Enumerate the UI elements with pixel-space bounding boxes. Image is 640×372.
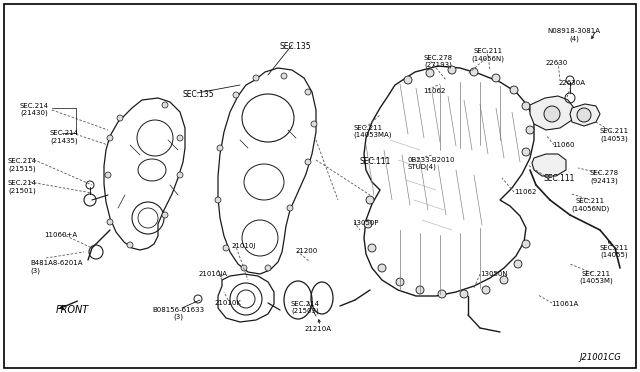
Text: N08918-3081A
(4): N08918-3081A (4) xyxy=(547,28,600,42)
Text: 21200: 21200 xyxy=(296,248,318,254)
Circle shape xyxy=(215,197,221,203)
Circle shape xyxy=(162,102,168,108)
Polygon shape xyxy=(530,96,574,130)
Text: 13050P: 13050P xyxy=(352,220,378,226)
Circle shape xyxy=(105,172,111,178)
Circle shape xyxy=(577,108,591,122)
Text: SEC.214
(21435): SEC.214 (21435) xyxy=(49,130,79,144)
Circle shape xyxy=(364,220,372,228)
Circle shape xyxy=(223,245,229,251)
Text: SEC.211
(14056N): SEC.211 (14056N) xyxy=(472,48,504,61)
Text: SEC.214
(21501): SEC.214 (21501) xyxy=(8,180,36,193)
Text: SEC.278
(27193): SEC.278 (27193) xyxy=(424,55,452,68)
Circle shape xyxy=(438,290,446,298)
Text: SEC.211
(14056ND): SEC.211 (14056ND) xyxy=(571,198,609,212)
Text: 11060+A: 11060+A xyxy=(44,232,77,238)
Circle shape xyxy=(107,135,113,141)
Text: 22630: 22630 xyxy=(546,60,568,66)
Circle shape xyxy=(311,121,317,127)
Circle shape xyxy=(217,145,223,151)
Text: J21001CG: J21001CG xyxy=(579,353,621,362)
Text: B08156-61633
(3): B08156-61633 (3) xyxy=(152,307,204,321)
Text: SEC.214
(21515): SEC.214 (21515) xyxy=(8,158,36,171)
Text: 21210A: 21210A xyxy=(305,326,332,332)
Circle shape xyxy=(510,86,518,94)
Circle shape xyxy=(416,286,424,294)
Text: FRONT: FRONT xyxy=(56,305,88,315)
Text: SEC.214
(21430): SEC.214 (21430) xyxy=(19,103,49,116)
Circle shape xyxy=(162,212,168,218)
Text: SEC.211
(14053M): SEC.211 (14053M) xyxy=(579,271,613,285)
Circle shape xyxy=(287,205,293,211)
Circle shape xyxy=(305,159,311,165)
Text: 21010JA: 21010JA xyxy=(198,271,227,277)
Text: SEC.111: SEC.111 xyxy=(543,174,574,183)
Polygon shape xyxy=(532,154,566,176)
Text: SEC.278
(92413): SEC.278 (92413) xyxy=(589,170,619,183)
Text: 11060: 11060 xyxy=(552,142,575,148)
Circle shape xyxy=(378,264,386,272)
Circle shape xyxy=(127,242,133,248)
Text: SEC.211
(14055): SEC.211 (14055) xyxy=(600,245,628,259)
Text: 0B233-B2010
STUD(4): 0B233-B2010 STUD(4) xyxy=(408,157,456,170)
Text: 11062: 11062 xyxy=(423,88,445,94)
Circle shape xyxy=(526,126,534,134)
Text: 13050N: 13050N xyxy=(480,271,508,277)
Text: SEC.211
(14053MA): SEC.211 (14053MA) xyxy=(353,125,392,138)
Circle shape xyxy=(194,295,202,303)
Circle shape xyxy=(241,265,247,271)
Circle shape xyxy=(281,73,287,79)
Text: 21010K: 21010K xyxy=(214,300,241,306)
Circle shape xyxy=(177,135,183,141)
Circle shape xyxy=(470,68,478,76)
Circle shape xyxy=(368,244,376,252)
Circle shape xyxy=(265,265,271,271)
Polygon shape xyxy=(570,104,600,126)
Circle shape xyxy=(448,66,456,74)
Circle shape xyxy=(482,286,490,294)
Text: 11061A: 11061A xyxy=(551,301,579,307)
Text: SEC.111: SEC.111 xyxy=(360,157,392,166)
Circle shape xyxy=(366,196,374,204)
Circle shape xyxy=(396,278,404,286)
Circle shape xyxy=(305,89,311,95)
Text: SEC.135: SEC.135 xyxy=(182,90,214,99)
Circle shape xyxy=(522,240,530,248)
Text: 11062: 11062 xyxy=(514,189,536,195)
Text: SEC.135: SEC.135 xyxy=(279,42,311,51)
Circle shape xyxy=(253,75,259,81)
Circle shape xyxy=(404,76,412,84)
Text: 22630A: 22630A xyxy=(559,80,586,86)
Text: SEC.214
(21503): SEC.214 (21503) xyxy=(291,301,319,314)
Circle shape xyxy=(522,102,530,110)
Circle shape xyxy=(522,148,530,156)
Circle shape xyxy=(492,74,500,82)
Circle shape xyxy=(460,290,468,298)
Text: 21010J: 21010J xyxy=(232,243,257,249)
Circle shape xyxy=(177,172,183,178)
Circle shape xyxy=(117,115,123,121)
Text: B481A8-6201A
(3): B481A8-6201A (3) xyxy=(30,260,83,273)
Circle shape xyxy=(514,260,522,268)
Circle shape xyxy=(233,92,239,98)
Circle shape xyxy=(107,219,113,225)
Circle shape xyxy=(544,106,560,122)
Text: SEC.211
(14053): SEC.211 (14053) xyxy=(600,128,628,141)
Circle shape xyxy=(426,69,434,77)
Circle shape xyxy=(500,276,508,284)
